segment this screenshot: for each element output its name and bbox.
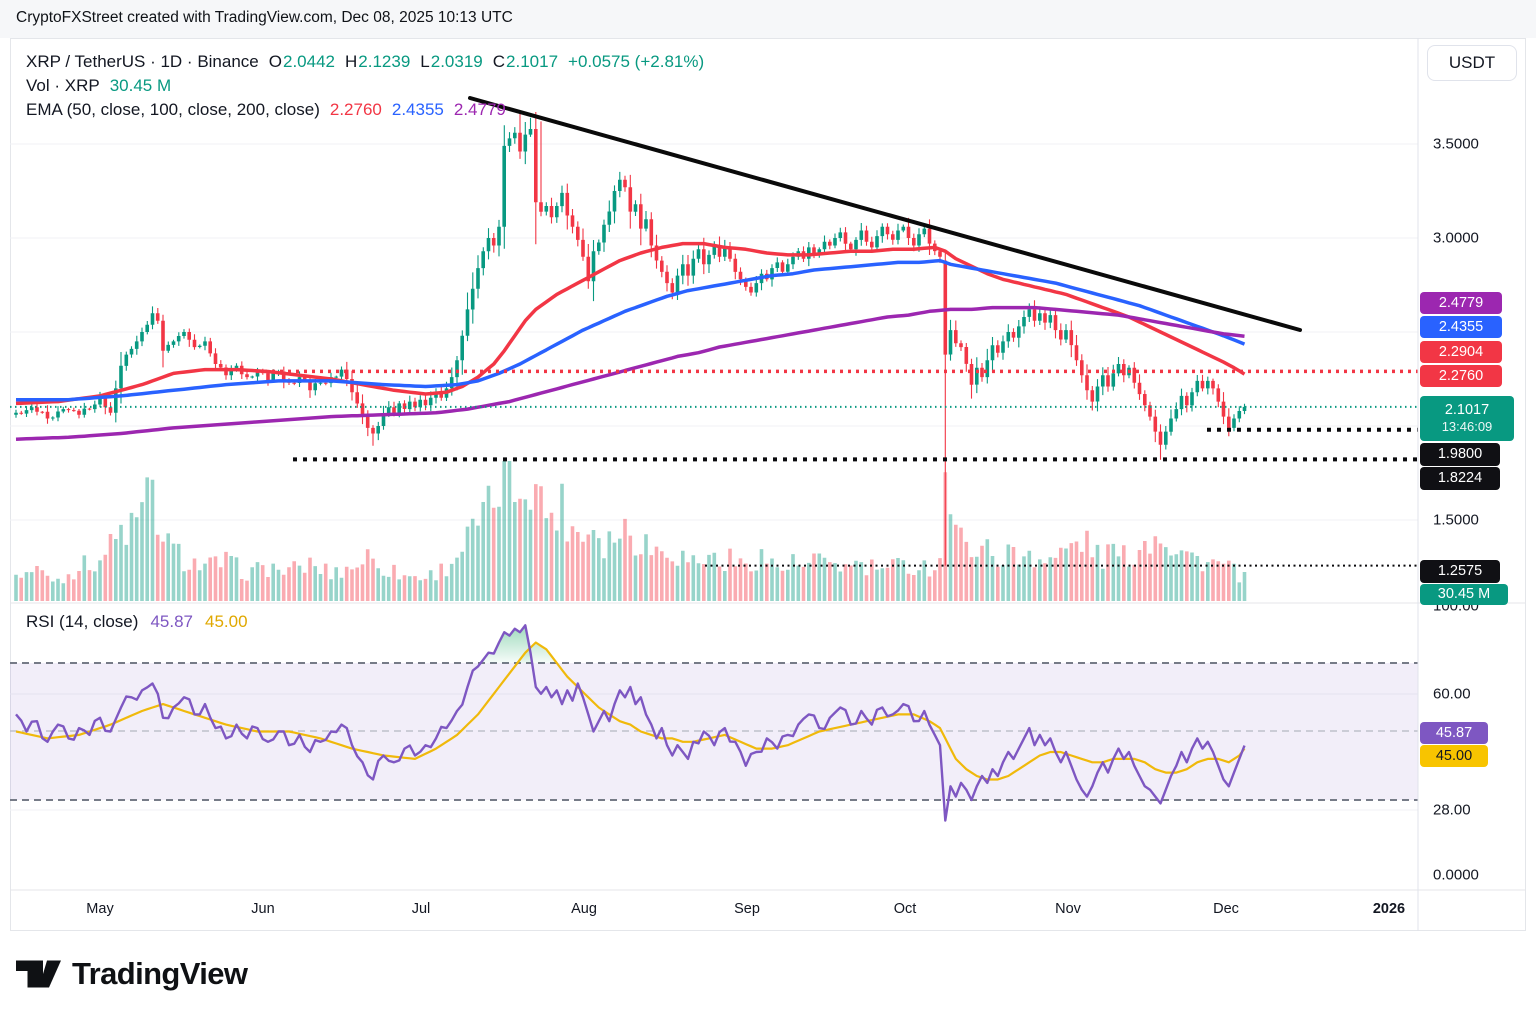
time-tick-Nov: Nov <box>1055 901 1081 917</box>
volume-value: 30.45 M <box>109 76 172 95</box>
change-value: +0.0575 (+2.81%) <box>568 52 705 71</box>
ema50-value: 2.2760 <box>329 100 382 119</box>
axis-tick-3.5000: 3.5000 <box>1433 135 1479 153</box>
price-badge-2.2904: 2.2904 <box>1420 341 1502 363</box>
axis-tick-1.5000: 1.5000 <box>1433 511 1479 529</box>
rsi-value: 45.87 <box>150 612 193 631</box>
price-badge-2.1017: 2.1017 13:46:09 <box>1420 396 1514 441</box>
ema100-line <box>16 258 1246 402</box>
attribution-text: CryptoFXStreet created with TradingView.… <box>16 9 513 26</box>
ema-label: EMA (50, close, 100, close, 200, close) <box>26 100 320 119</box>
rsi-label: RSI (14, close) <box>26 612 139 631</box>
volume-bars-up <box>14 461 1247 601</box>
price-badge-1.2575: 1.2575 <box>1420 560 1500 583</box>
symbol-row[interactable]: XRP / TetherUS · 1D · Binance O2.0442 H2… <box>26 50 704 74</box>
attribution-bar: CryptoFXStreet created with TradingView.… <box>0 0 1536 38</box>
price-badge-2.4355: 2.4355 <box>1420 316 1502 338</box>
time-tick-May: May <box>86 901 114 917</box>
axis-tick-3.0000: 3.0000 <box>1433 229 1479 247</box>
time-tick-Jul: Jul <box>411 901 431 917</box>
time-tick-Oct: Oct <box>893 901 917 917</box>
countdown-timer: 13:46:09 <box>1441 419 1493 435</box>
ohlc-high: H2.1239 <box>345 52 411 71</box>
tradingview-footer[interactable]: TradingView <box>16 956 248 992</box>
ohlc-close: C2.1017 <box>492 52 559 71</box>
price-badge-45.00: 45.00 <box>1420 745 1488 767</box>
time-tick-Dec: Dec <box>1213 901 1239 917</box>
volume-row[interactable]: Vol · XRP 30.45 M <box>26 74 704 98</box>
price-badge-30.45M: 30.45 M <box>1420 584 1508 605</box>
axis-tick-0.0000: 0.0000 <box>1433 866 1479 884</box>
ema50-line <box>15 241 1246 406</box>
price-badge-1.9800: 1.9800 <box>1420 443 1500 466</box>
price-badge-2.4779: 2.4779 <box>1420 292 1502 314</box>
volume-bars-down <box>19 472 1231 601</box>
tradingview-logo-icon <box>16 960 61 987</box>
time-tick-2026: 2026 <box>1372 901 1406 917</box>
rsi-line <box>15 624 1246 822</box>
ema100-value: 2.4355 <box>391 100 444 119</box>
time-tick-Aug: Aug <box>571 901 597 917</box>
currency-toggle-button[interactable]: USDT <box>1427 45 1517 81</box>
ema-row[interactable]: EMA (50, close, 100, close, 200, close) … <box>26 98 704 122</box>
axis-tick-60.00: 60.00 <box>1433 685 1471 703</box>
ohlc-open: O2.0442 <box>268 52 335 71</box>
symbol-title[interactable]: XRP / TetherUS · 1D · Binance <box>26 52 259 71</box>
ohlc-low: L2.0319 <box>420 52 483 71</box>
chart-card <box>10 38 1526 931</box>
ema200-value: 2.4779 <box>453 100 506 119</box>
rsi-legend[interactable]: RSI (14, close) 45.87 45.00 <box>26 612 248 632</box>
volume-label: Vol · XRP <box>26 76 100 95</box>
time-tick-Sep: Sep <box>734 901 760 917</box>
rsi-ma-line <box>15 641 1246 781</box>
price-badge-2.2760: 2.2760 <box>1420 365 1502 387</box>
ema200-line <box>15 305 1245 441</box>
tradingview-wordmark: TradingView <box>72 956 248 991</box>
price-badge-45.87: 45.87 <box>1420 722 1488 744</box>
rsi-ma-value: 45.00 <box>204 612 248 631</box>
chart-legend: XRP / TetherUS · 1D · Binance O2.0442 H2… <box>26 50 704 122</box>
axis-tick-28.00: 28.00 <box>1433 801 1471 819</box>
time-tick-Jun: Jun <box>251 901 275 917</box>
price-badge-1.8224: 1.8224 <box>1420 467 1500 490</box>
